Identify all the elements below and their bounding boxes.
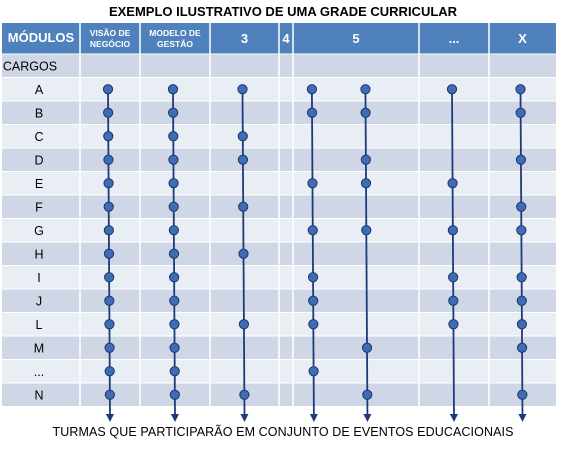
row-label-L: L bbox=[36, 318, 43, 332]
row-label-E: E bbox=[35, 177, 43, 191]
participation-dot bbox=[169, 272, 180, 283]
participation-arrow bbox=[363, 89, 372, 422]
row-label-F: F bbox=[35, 200, 43, 214]
participation-dot bbox=[104, 389, 115, 400]
participation-dot bbox=[516, 342, 528, 353]
participation-dot bbox=[237, 84, 248, 95]
participation-dot bbox=[237, 131, 248, 142]
participation-dot bbox=[306, 84, 317, 95]
row-label-D: D bbox=[34, 153, 43, 167]
participation-dot bbox=[168, 107, 179, 118]
row-label-H: H bbox=[34, 247, 43, 261]
participation-dot bbox=[308, 295, 319, 306]
participation-dot bbox=[103, 131, 114, 142]
participation-dot bbox=[307, 272, 319, 283]
participation-dot bbox=[306, 107, 318, 118]
cargos-label: CARGOS bbox=[3, 59, 57, 73]
participation-dot bbox=[104, 272, 115, 283]
participation-arrow bbox=[518, 89, 527, 422]
participation-dot bbox=[169, 389, 180, 400]
participation-dot bbox=[103, 178, 114, 189]
participation-dot bbox=[239, 389, 250, 400]
participation-dot bbox=[168, 248, 180, 259]
participation-dot bbox=[361, 342, 373, 353]
participation-dot bbox=[307, 225, 318, 236]
module-header-etc: ... bbox=[449, 31, 460, 46]
participation-dot bbox=[169, 295, 180, 306]
row-label-A: A bbox=[35, 83, 44, 97]
row-label-C: C bbox=[34, 130, 43, 144]
participation-dot bbox=[167, 84, 179, 95]
participation-dot bbox=[448, 295, 459, 306]
row-label-B: B bbox=[35, 106, 43, 120]
row-label-N: N bbox=[34, 388, 43, 402]
participation-dot bbox=[516, 295, 527, 306]
participation-dot bbox=[104, 295, 115, 306]
module-header-m5: 5 bbox=[352, 31, 359, 46]
module-header-x: X bbox=[518, 31, 527, 46]
participation-dot bbox=[238, 201, 249, 212]
participation-arrow bbox=[309, 89, 318, 422]
participation-dot bbox=[516, 225, 527, 236]
participation-dot bbox=[448, 319, 459, 330]
diagram-title: EXEMPLO ILUSTRATIVO DE UMA GRADE CURRICU… bbox=[108, 4, 458, 19]
row-label-J: J bbox=[36, 294, 42, 308]
participation-dot bbox=[362, 389, 373, 400]
participation-dot bbox=[237, 154, 249, 165]
module-header-m3: 3 bbox=[241, 31, 248, 46]
participation-dot bbox=[102, 84, 114, 95]
row-label-M: M bbox=[34, 341, 44, 355]
participation-dot bbox=[515, 84, 526, 95]
diagram-caption: TURMAS QUE PARTICIPARÃO EM CONJUNTO DE E… bbox=[52, 425, 514, 439]
row-label-G: G bbox=[34, 224, 44, 238]
participation-dot bbox=[168, 225, 179, 236]
participation-dot bbox=[515, 154, 527, 165]
participation-dot bbox=[307, 178, 318, 189]
module-header-m4: 4 bbox=[282, 31, 290, 46]
participation-dot bbox=[169, 342, 180, 353]
module-header-modelo: GESTÃO bbox=[157, 39, 193, 49]
participation-arrow bbox=[449, 89, 458, 422]
participation-dot bbox=[168, 131, 179, 142]
participation-dot bbox=[448, 272, 459, 283]
participation-dot bbox=[103, 225, 114, 236]
module-header-visao: VISÃO DE bbox=[90, 28, 131, 38]
participation-dot bbox=[516, 272, 527, 283]
participation-dot bbox=[446, 84, 458, 95]
participation-dot bbox=[104, 342, 115, 353]
participation-dot bbox=[104, 319, 115, 330]
participation-dot bbox=[169, 319, 180, 330]
participation-dot bbox=[169, 366, 180, 377]
participation-dot bbox=[447, 225, 458, 236]
header-corner-label: MÓDULOS bbox=[8, 30, 75, 45]
participation-dot bbox=[238, 248, 249, 259]
participation-dot bbox=[168, 154, 179, 165]
participation-dot bbox=[103, 248, 115, 259]
participation-dot bbox=[447, 178, 458, 189]
row-label-...: ... bbox=[34, 365, 44, 379]
participation-dot bbox=[516, 319, 528, 330]
participation-dot bbox=[168, 178, 179, 189]
participation-dot bbox=[360, 84, 371, 95]
participation-dot bbox=[516, 201, 527, 212]
participation-dot bbox=[360, 154, 371, 165]
participation-dot bbox=[360, 178, 372, 189]
participation-dot bbox=[103, 107, 114, 118]
participation-dot bbox=[104, 366, 115, 377]
participation-dot bbox=[168, 201, 179, 212]
participation-dot bbox=[360, 107, 371, 118]
participation-dot bbox=[103, 201, 114, 212]
participation-dot bbox=[515, 107, 526, 118]
participation-dot bbox=[361, 225, 372, 236]
participation-dot bbox=[517, 389, 528, 400]
participation-dot bbox=[308, 319, 319, 330]
module-header-modelo: MODELO DE bbox=[149, 28, 201, 38]
participation-dot bbox=[103, 154, 114, 165]
module-header-visao: NEGÓCIO bbox=[90, 38, 131, 49]
row-label-I: I bbox=[37, 271, 40, 285]
participation-dot bbox=[308, 366, 319, 377]
participation-dot bbox=[238, 319, 250, 330]
